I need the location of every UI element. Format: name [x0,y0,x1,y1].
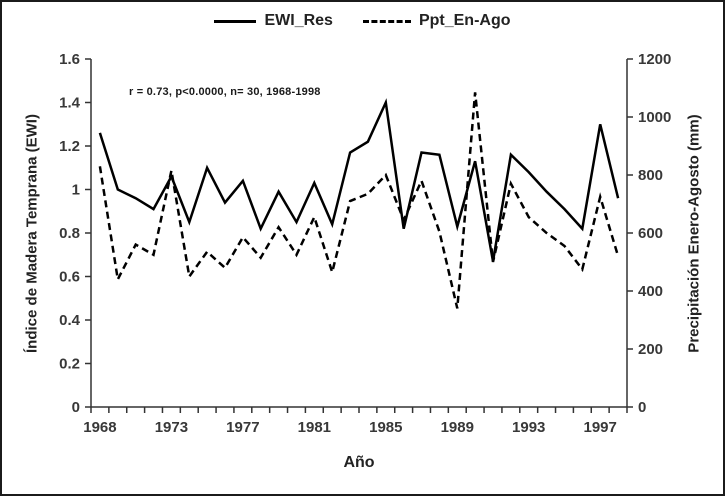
x-axis-tick-label: 1993 [512,419,545,436]
stats-annotation: r = 0.73, p<0.0000, n= 30, 1968-1998 [129,86,321,98]
y-left-tick-label: 1.6 [59,51,80,68]
y-right-tick-label: 1200 [638,51,671,68]
dashed-line-sample-icon [362,19,411,23]
legend: EWI_Res Ppt_En-Ago [2,12,723,30]
y-left-tick-label: 0 [72,399,80,416]
x-axis-tick-label: 1997 [584,419,617,436]
y-right-tick-label: 400 [638,283,663,300]
series-line-ewi_res [98,98,620,262]
y-left-tick-label: 0.8 [59,225,80,242]
y-left-tick-label: 0.6 [59,269,80,286]
x-axis-title: Año [343,454,375,471]
x-axis-tick-label: 1968 [83,419,116,436]
x-axis-tick-label: 1973 [155,419,188,436]
legend-item-ppt: Ppt_En-Ago [362,12,511,30]
y-left-tick-label: 0.2 [59,356,80,373]
y-right-tick-label: 0 [638,399,646,416]
y-left-tick-label: 1.4 [59,95,81,112]
x-axis-tick-label: 1989 [441,419,474,436]
y-right-tick-label: 200 [638,341,663,358]
legend-label-ppt: Ppt_En-Ago [418,12,511,29]
legend-item-ewi: EWI_Res [214,12,333,30]
solid-line-sample-icon [214,19,257,23]
x-axis-tick-label: 1985 [369,419,402,436]
y-right-tick-label: 800 [638,167,663,184]
y-right-tick-label: 600 [638,225,663,242]
x-axis-tick-label: 1981 [298,419,331,436]
x-axis-tick-label: 1977 [226,419,259,436]
legend-label-ewi: EWI_Res [264,12,333,29]
y-left-tick-label: 0.4 [59,312,81,329]
y-left-tick-label: 1.2 [59,138,80,155]
y-right-tick-label: 1000 [638,109,671,126]
y-left-tick-label: 1 [72,182,80,199]
series-line-ppt_en-ago [98,92,620,309]
